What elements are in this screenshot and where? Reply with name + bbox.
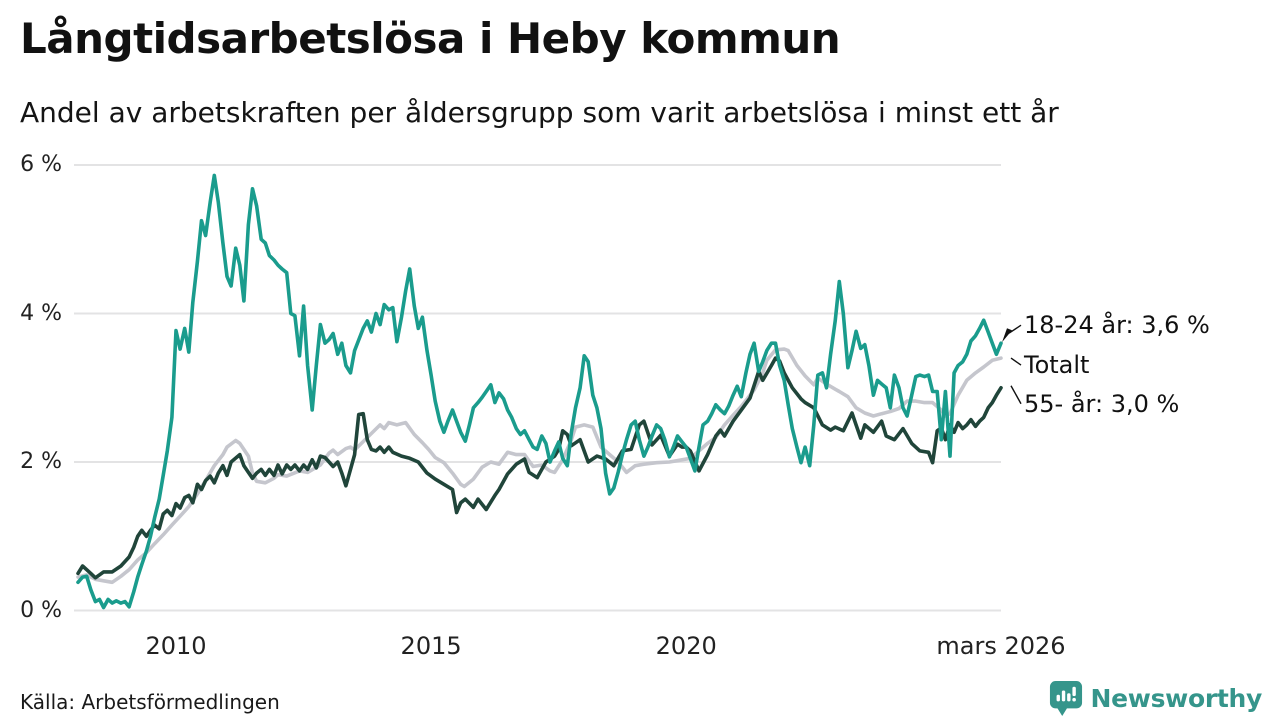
x-axis-tick: 2010 [145,632,207,660]
page-title: Långtidsarbetslösa i Heby kommun [20,14,841,63]
y-axis-tick: 0 % [20,597,62,623]
x-axis-tick: mars 2026 [936,632,1066,660]
chart-subtitle: Andel av arbetskraften per åldersgrupp s… [20,96,1059,129]
x-axis-tick: 2015 [400,632,462,660]
source-credit: Källa: Arbetsförmedlingen [20,690,280,714]
series-end-label: Totalt [1024,351,1090,380]
y-axis-tick: 2 % [20,449,62,474]
y-axis-tick: 6 % [20,152,62,177]
series-end-label: 18-24 år: 3,6 % [1024,311,1210,340]
x-axis-tick: 2020 [655,632,717,660]
newsworthy-icon [1049,680,1083,717]
brand-name: Newsworthy [1090,684,1263,713]
y-axis-tick: 4 % [20,300,62,326]
brand-logo: Newsworthy [1049,680,1263,717]
series-end-label: 55- år: 3,0 % [1024,389,1180,418]
